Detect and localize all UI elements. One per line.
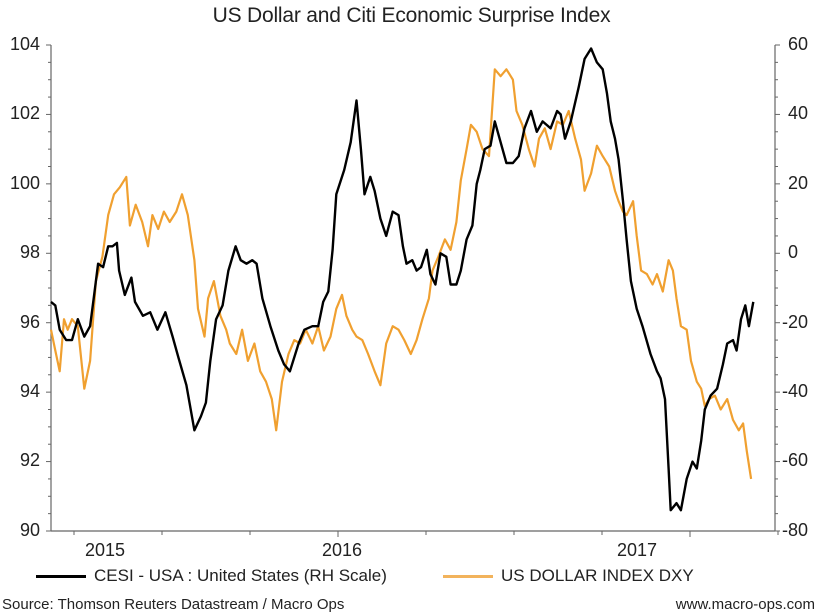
y-right-tick-60: 60 (788, 34, 809, 54)
y-right-tick-neg60: -60 (782, 450, 809, 470)
website-label: www.macro-ops.com (675, 596, 815, 613)
y-left-tick-98: 98 (19, 242, 40, 262)
y-left-tick-102: 102 (9, 103, 40, 123)
y-right-tick-20: 20 (788, 173, 809, 193)
legend-item-dxy: US DOLLAR INDEX DXY (443, 566, 694, 586)
x-label-2017: 2017 (616, 540, 658, 560)
legend-cesi-label: CESI - USA : United States (RH Scale) (94, 566, 387, 585)
y-right-tick-neg80: -80 (782, 520, 809, 540)
y-right-tick-neg40: -40 (782, 381, 809, 401)
y-left-tick-90: 90 (19, 520, 40, 540)
cesi-series-line (50, 47, 755, 512)
legend-item-cesi: CESI - USA : United States (RH Scale) (36, 566, 387, 586)
y-left-tick-92: 92 (19, 450, 40, 470)
chart-title: US Dollar and Citi Economic Surprise Ind… (212, 4, 611, 27)
cesi-swatch-icon (36, 574, 86, 578)
y-left-tick-100: 100 (9, 173, 40, 193)
y-left-tick-94: 94 (19, 381, 40, 401)
dxy-series-line (49, 68, 753, 480)
source-note: Source: Thomson Reuters Datastream / Mac… (2, 596, 345, 613)
dxy-swatch-icon (443, 574, 493, 578)
y-right-tick-neg20: -20 (782, 312, 809, 332)
legend-dxy-label: US DOLLAR INDEX DXY (501, 566, 694, 585)
y-right-tick-40: 40 (788, 103, 809, 123)
axes (46, 44, 780, 537)
x-label-2015: 2015 (84, 540, 126, 560)
legend: CESI - USA : United States (RH Scale) US… (0, 566, 823, 592)
y-right-tick-0: 0 (788, 242, 799, 262)
x-label-2016: 2016 (321, 540, 363, 560)
y-left-tick-104: 104 (9, 34, 40, 54)
y-left-tick-96: 96 (19, 312, 40, 332)
